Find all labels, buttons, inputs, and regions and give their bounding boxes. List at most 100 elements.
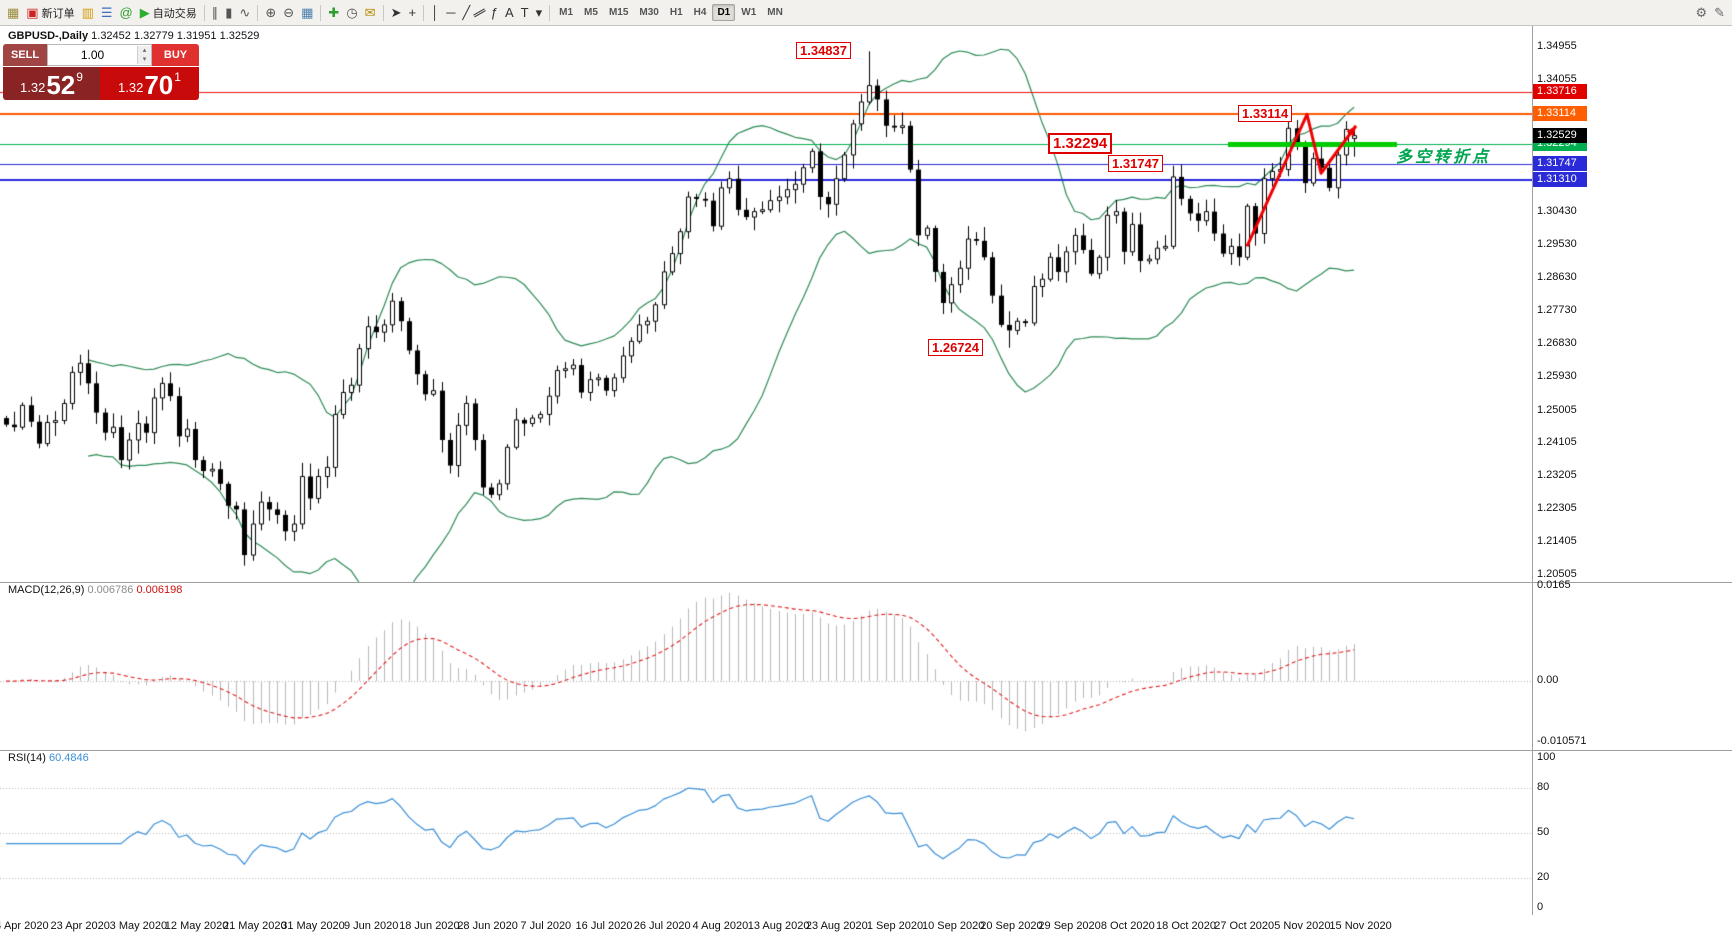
new-order-button[interactable]: ▣ 新订单 xyxy=(23,3,77,23)
horizontal-line-icon: ─ xyxy=(446,5,456,20)
candlestick-chart-icon[interactable]: ▮ xyxy=(222,3,235,23)
arrows-icon: ▾ xyxy=(535,5,543,20)
navigator-icon: ☰ xyxy=(100,5,113,20)
fibonacci-icon[interactable]: ƒ xyxy=(488,3,501,23)
sell-price-pips: 52 xyxy=(46,70,76,100)
price-axis-label: 1.25930 xyxy=(1537,369,1577,382)
edit-cursor-button[interactable]: ✎ xyxy=(1711,3,1728,23)
timeframe-mn-button[interactable]: MN xyxy=(767,7,783,18)
date-label: 29 Sep 2020 xyxy=(1038,920,1101,932)
macd-name: MACD(12,26,9) xyxy=(8,584,85,596)
date-label: 20 Sep 2020 xyxy=(980,920,1043,932)
bar-chart-icon[interactable]: ∥ xyxy=(209,3,222,23)
price-axis-label: 1.34055 xyxy=(1537,72,1577,85)
timeframe-m30-button[interactable]: M30 xyxy=(639,7,659,18)
buy-price-point: 1 xyxy=(174,70,181,84)
new-chart-icon[interactable]: ▦ xyxy=(4,3,22,23)
date-label: 1 Sep 2020 xyxy=(866,920,924,932)
price-callout: 1.32294 xyxy=(1048,133,1113,155)
volume-field[interactable]: 1.00 ▴ ▾ xyxy=(47,44,152,66)
price-axis-label: 1.20505 xyxy=(1537,568,1577,580)
channel-icon[interactable]: ∥ xyxy=(472,3,488,23)
price-axis-label: 1.23205 xyxy=(1537,469,1577,482)
timeframe-m15-button[interactable]: M15 xyxy=(608,7,629,18)
trendline-icon[interactable]: ╱ xyxy=(459,3,473,23)
arrows-icon[interactable]: ▾ xyxy=(533,3,546,23)
macd-value-main: 0.006786 xyxy=(87,584,134,596)
macd-axis-label: 0.00 xyxy=(1537,674,1559,687)
navigator-icon[interactable]: ☰ xyxy=(98,3,116,23)
sell-button[interactable]: SELL xyxy=(3,44,47,66)
rsi-axis-label: 20 xyxy=(1537,871,1550,883)
market-watch-icon: ▥ xyxy=(81,5,94,20)
timeframe-d1-button[interactable]: D1 xyxy=(712,4,736,21)
buy-price-pips: 70 xyxy=(144,70,174,100)
market-watch-icon[interactable]: ▥ xyxy=(79,3,97,23)
date-axis[interactable]: 4 Apr 2020 23 Apr 2020 3 May 2020 12 May 20… xyxy=(0,915,1732,946)
toolbar-separator xyxy=(320,4,322,21)
date-label: 18 Oct 2020 xyxy=(1156,920,1216,932)
zoom-in-icon[interactable]: ⊕ xyxy=(262,3,279,23)
buy-price-button[interactable]: 1.32 70 1 xyxy=(100,67,199,100)
date-label: 16 Jul 2020 xyxy=(575,920,633,932)
volume-value[interactable]: 1.00 xyxy=(80,48,105,62)
volume-down-button[interactable]: ▾ xyxy=(138,55,151,64)
autotrading-button[interactable]: ▶ 自动交易 xyxy=(137,3,200,23)
timeframe-h4-button[interactable]: H4 xyxy=(693,7,707,18)
periods-icon[interactable]: ◷ xyxy=(343,3,360,23)
chart-settings-button[interactable]: ⚙ xyxy=(1692,3,1710,23)
price-chart-canvas[interactable] xyxy=(0,26,1532,915)
templates-icon: ✉ xyxy=(364,5,376,20)
buy-button[interactable]: BUY xyxy=(152,44,199,66)
date-label: 4 Apr 2020 xyxy=(0,920,49,932)
crosshair-icon: + xyxy=(408,5,417,20)
volume-stepper: ▴ ▾ xyxy=(137,46,151,64)
price-axis-label: 1.21405 xyxy=(1537,535,1577,548)
text-icon: A xyxy=(504,5,514,20)
crosshair-icon[interactable]: + xyxy=(405,3,419,23)
symbol-header: GBPUSD-,Daily 1.32452 1.32779 1.31951 1.… xyxy=(8,30,259,42)
price-tag: 1.32529 xyxy=(1533,127,1587,143)
timeframe-w1-button[interactable]: W1 xyxy=(741,7,757,18)
line-chart-icon[interactable]: ∿ xyxy=(236,3,253,23)
templates-icon[interactable]: ✉ xyxy=(362,3,379,23)
sell-price-button[interactable]: 1.32 52 9 xyxy=(3,67,100,100)
price-axis-label: 1.27730 xyxy=(1537,304,1577,316)
community-icon[interactable]: @ xyxy=(117,3,136,23)
horizontal-line-icon[interactable]: ─ xyxy=(443,3,458,23)
price-axis-label: 1.25005 xyxy=(1537,403,1577,416)
rsi-panel-separator[interactable] xyxy=(0,750,1732,751)
rsi-axis-label: 80 xyxy=(1537,781,1550,793)
timeframe-h1-button[interactable]: H1 xyxy=(669,7,683,18)
price-callout: 1.31747 xyxy=(1108,155,1163,173)
macd-axis-label: -0.010571 xyxy=(1537,735,1587,747)
text-icon[interactable]: A xyxy=(502,3,517,23)
toolbar: ▦ ▣ 新订单 ▥ ☰ @ ▶ 自动交易 ∥ ▮ ∿ ⊕ ⊖ ▦ ✚ ◷ ✉ ➤ + │ ─ ╱ ∥ ƒ A T ▾ M1 M5 M15 M… xyxy=(0,0,1732,26)
volume-up-button[interactable]: ▴ xyxy=(138,46,151,55)
label-icon: T xyxy=(520,5,529,20)
timeframe-m5-button[interactable]: M5 xyxy=(584,7,598,18)
cursor-icon: ➤ xyxy=(390,5,402,20)
rsi-axis-label: 0 xyxy=(1537,901,1544,913)
zoom-out-icon[interactable]: ⊖ xyxy=(280,3,297,23)
date-label: 9 Jun 2020 xyxy=(343,920,399,932)
price-tag: 1.31747 xyxy=(1533,156,1587,172)
indicators-add-icon[interactable]: ✚ xyxy=(325,3,342,23)
community-icon: @ xyxy=(119,5,133,20)
toolbar-separator xyxy=(382,4,384,21)
label-icon[interactable]: T xyxy=(518,3,532,23)
macd-label: MACD(12,26,9) 0.006786 0.006198 xyxy=(8,584,182,596)
symbol-ohlc: 1.32452 1.32779 1.31951 1.32529 xyxy=(91,30,260,42)
fibonacci-icon: ƒ xyxy=(490,5,498,20)
price-tag: 1.31310 xyxy=(1533,172,1587,188)
macd-panel-separator[interactable] xyxy=(0,582,1732,583)
rsi-axis-label: 100 xyxy=(1537,751,1556,763)
tile-windows-icon[interactable]: ▦ xyxy=(298,3,316,23)
cursor-icon[interactable]: ➤ xyxy=(388,3,405,23)
vertical-line-icon[interactable]: │ xyxy=(428,3,442,23)
date-label: 5 Nov 2020 xyxy=(1274,920,1331,932)
timeframe-m1-button[interactable]: M1 xyxy=(559,7,574,18)
rsi-label: RSI(14) 60.4846 xyxy=(8,752,89,764)
date-label: 12 May 2020 xyxy=(164,920,229,932)
periods-icon: ◷ xyxy=(346,5,358,20)
